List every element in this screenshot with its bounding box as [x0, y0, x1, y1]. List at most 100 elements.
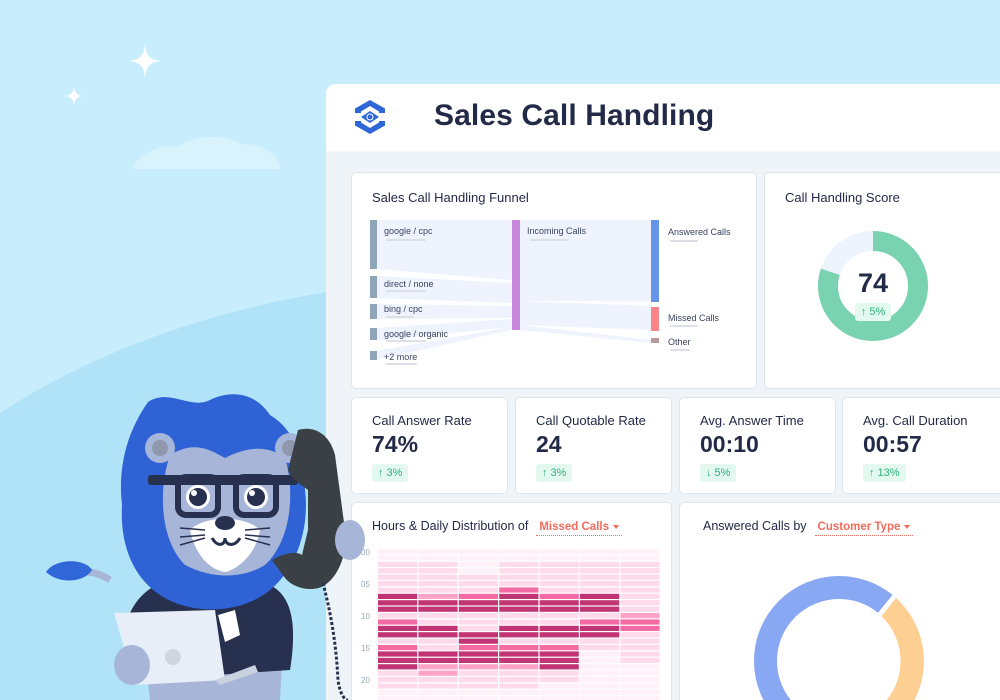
heatmap-cell	[539, 600, 579, 606]
heatmap-cell	[499, 581, 539, 587]
funnel-label-underline	[386, 340, 426, 342]
lion-mascot-illustration	[46, 394, 365, 700]
heatmap-cell	[620, 677, 660, 683]
customer-type-card: Answered Calls by Customer Type	[679, 502, 1000, 700]
heatmap-cell	[499, 593, 539, 599]
heatmap-cell	[418, 581, 458, 587]
heatmap-cell	[580, 587, 620, 593]
dimension-dropdown-value: Customer Type	[817, 521, 901, 533]
funnel-title: Sales Call Handling Funnel	[372, 190, 529, 205]
heatmap-cell	[418, 664, 458, 670]
funnel-label: +2 more	[384, 352, 418, 362]
kpi-card-avg-call-duration: Avg. Call Duration 00:57 ↑ 13%	[842, 397, 1000, 494]
heatmap-cell	[378, 625, 418, 631]
sparkle-icon	[128, 44, 162, 78]
heatmap-cell	[620, 549, 660, 555]
heatmap-cell	[499, 657, 539, 663]
heatmap-cell	[539, 645, 579, 651]
heatmap-cell	[378, 549, 418, 555]
heatmap-cell	[620, 561, 660, 567]
score-title: Call Handling Score	[785, 190, 900, 205]
heatmap-cell	[458, 568, 498, 574]
heatmap-cell	[378, 561, 418, 567]
heatmap-cell	[620, 593, 660, 599]
heatmap-cell	[378, 645, 418, 651]
heatmap-cell	[378, 638, 418, 644]
heatmap-cell	[539, 638, 579, 644]
heatmap-cell	[458, 645, 498, 651]
funnel-label: Answered Calls	[668, 227, 731, 237]
heatmap-cell	[418, 568, 458, 574]
heatmap-cell	[458, 689, 498, 695]
heatmap-cell	[378, 670, 418, 676]
kpi-card-call-answer-rate: Call Answer Rate 74% ↑ 3%	[351, 397, 508, 494]
y-axis-label: 15	[361, 644, 370, 653]
heatmap-cell	[499, 574, 539, 580]
funnel-label: Missed Calls	[668, 313, 720, 323]
heatmap-cell	[378, 593, 418, 599]
node-bing-cpc	[370, 304, 377, 319]
kpi-change-badge: ↑ 3%	[372, 464, 409, 482]
heatmap-cell	[499, 696, 539, 700]
score-value: 74	[857, 268, 889, 298]
heatmap-cell	[458, 581, 498, 587]
metric-dropdown[interactable]: Missed Calls	[536, 521, 622, 536]
heatmap-cell	[580, 696, 620, 700]
funnel-label: google / cpc	[384, 226, 433, 236]
node-incoming-calls	[512, 220, 520, 330]
heatmap-cell	[620, 587, 660, 593]
heatmap-cell	[620, 657, 660, 663]
score-card: Call Handling Score 74 ↑ 5%	[764, 172, 1000, 389]
heatmap-cell	[499, 677, 539, 683]
heatmap-cell	[580, 689, 620, 695]
heatmap-cell	[499, 555, 539, 561]
heatmap-cell	[620, 574, 660, 580]
heatmap-cell	[418, 625, 458, 631]
heatmap-cell	[539, 581, 579, 587]
page-title: Sales Call Handling	[434, 99, 715, 132]
heatmap-cell	[458, 683, 498, 689]
heatmap-cell	[499, 632, 539, 638]
heatmap-cell	[418, 670, 458, 676]
heatmap-cell	[418, 657, 458, 663]
heatmap-cell	[458, 593, 498, 599]
heatmap-cell	[418, 645, 458, 651]
funnel-label: google / organic	[384, 329, 449, 339]
heatmap-cell	[418, 606, 458, 612]
heatmap-cell	[458, 638, 498, 644]
heatmap-cell	[580, 638, 620, 644]
kpi-label: Call Answer Rate	[372, 413, 472, 428]
heatmap-cell	[418, 600, 458, 606]
heatmap-cell	[378, 587, 418, 593]
heatmap-cell	[539, 561, 579, 567]
kpi-change-badge: ↑ 13%	[863, 464, 906, 482]
heatmap-cell	[499, 664, 539, 670]
heatmap-cell	[458, 587, 498, 593]
heatmap-cell	[499, 568, 539, 574]
node-answered-calls	[651, 220, 659, 302]
node-direct-none	[370, 276, 377, 298]
heatmap-cell	[458, 574, 498, 580]
heatmap-cell	[620, 664, 660, 670]
heatmap-cell	[499, 651, 539, 657]
heatmap-cell	[499, 638, 539, 644]
heatmap-cell	[620, 689, 660, 695]
kpi-value: 24	[536, 431, 562, 457]
heatmap-cell	[580, 613, 620, 619]
heatmap-cell	[378, 657, 418, 663]
heatmap-cell	[458, 651, 498, 657]
heatmap-cell	[539, 664, 579, 670]
heatmap-cell	[539, 555, 579, 561]
hexagon-eye-logo-icon	[355, 100, 385, 134]
y-axis-label: 00	[361, 548, 370, 557]
dimension-dropdown[interactable]: Customer Type	[814, 521, 914, 536]
node-google-organic	[370, 328, 377, 340]
heatmap-cell	[418, 683, 458, 689]
heatmap-cell	[418, 587, 458, 593]
customer-type-title-text: Answered Calls by	[703, 519, 807, 533]
heatmap-cell	[580, 670, 620, 676]
heatmap-cell	[539, 696, 579, 700]
heatmap-cell	[620, 625, 660, 631]
heatmap-cell	[499, 689, 539, 695]
heatmap-cell	[620, 619, 660, 625]
